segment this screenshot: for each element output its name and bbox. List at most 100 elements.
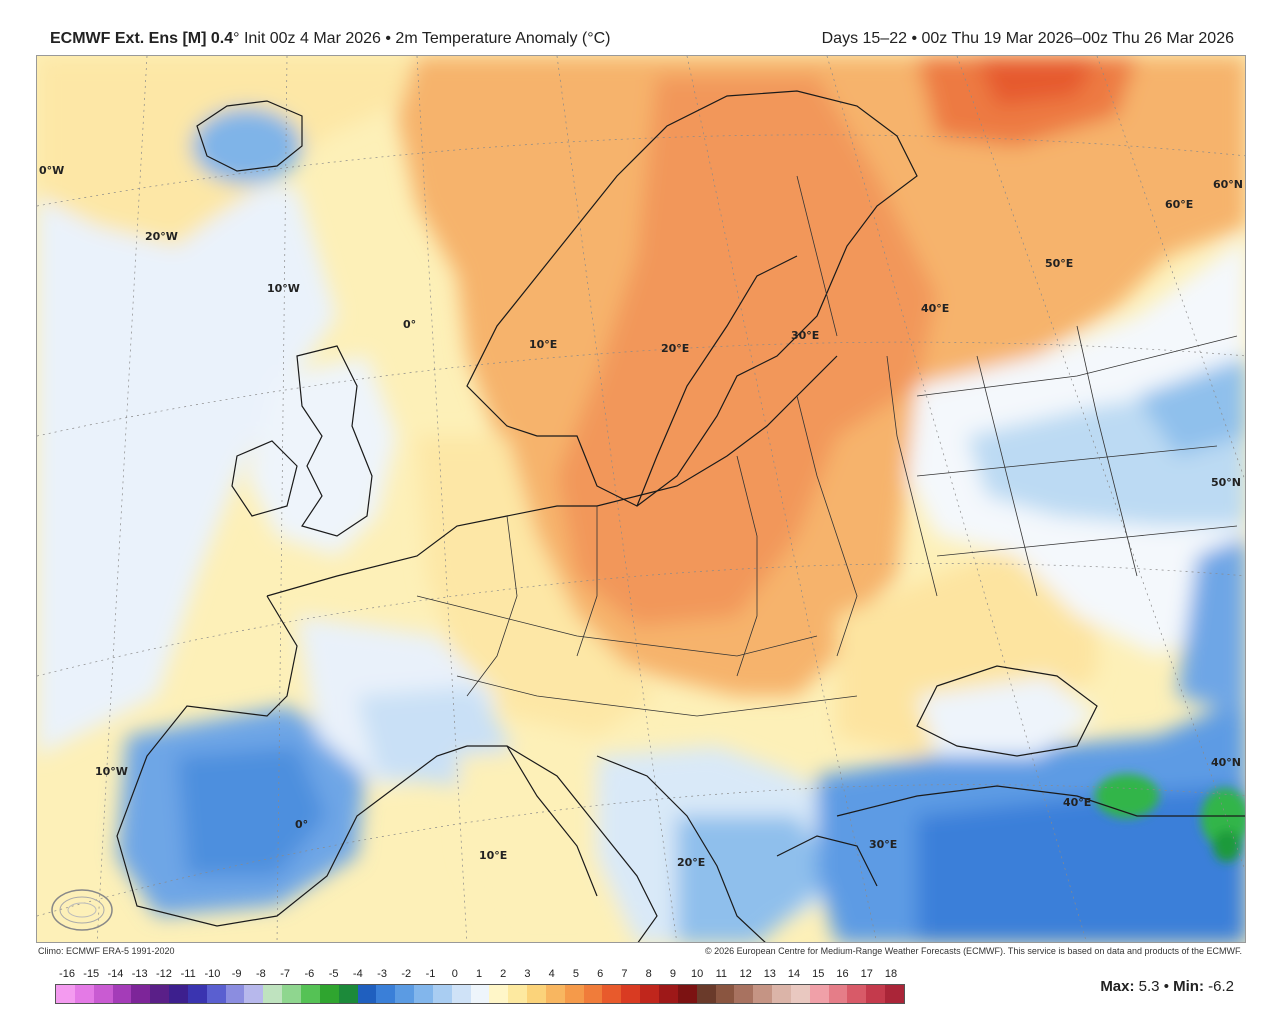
scale-tick-label: -15 xyxy=(83,968,100,980)
scale-tick-label: -7 xyxy=(280,968,290,980)
scale-tick-label: 2 xyxy=(500,968,507,980)
label-lon0: 0° xyxy=(403,318,416,331)
scale-swatch xyxy=(640,985,659,1003)
label-lon20w: 20°W xyxy=(145,230,178,243)
scale-swatch xyxy=(169,985,188,1003)
scale-swatch xyxy=(395,985,415,1003)
label-lon10w-south: 10°W xyxy=(95,765,128,778)
scale-swatch xyxy=(470,985,490,1003)
scale-swatch xyxy=(677,985,697,1003)
scale-tick-label: 18 xyxy=(884,968,898,980)
map-title: ECMWF Ext. Ens [M] 0.4° Init 00z 4 Mar 2… xyxy=(50,30,611,48)
scale-swatch xyxy=(131,985,151,1003)
scale-swatch xyxy=(790,985,810,1003)
label-lon0-south: 0° xyxy=(295,818,308,831)
max-value: 5.3 xyxy=(1138,978,1160,995)
label-lon40e-north: 40°E xyxy=(921,302,949,315)
scale-swatch xyxy=(715,985,735,1003)
label-lon30e-south: 30°E xyxy=(869,838,897,851)
copyright-note: © 2026 European Centre for Medium-Range … xyxy=(704,946,1242,956)
scale-tick-label: -8 xyxy=(255,968,266,980)
scale-tick-label: -2 xyxy=(401,968,412,980)
scale-tick-label: -14 xyxy=(107,968,124,980)
label-lat50n: 50°N xyxy=(1211,476,1241,489)
scale-swatch xyxy=(508,985,528,1003)
scale-swatch xyxy=(225,985,245,1003)
scale-tick-label: 1 xyxy=(475,968,483,980)
scale-swatch xyxy=(150,985,170,1003)
scale-tick-label: 6 xyxy=(597,968,604,980)
scale-swatch xyxy=(527,985,546,1003)
scale-swatch xyxy=(772,985,791,1003)
stats-separator: • xyxy=(1163,978,1169,995)
scale-tick-label: 17 xyxy=(860,968,873,980)
max-label: Max: xyxy=(1100,978,1135,995)
init-text: ° Init 00z 4 Mar 2026 • 2m Temperature A… xyxy=(233,30,611,47)
min-value: -6.2 xyxy=(1208,978,1234,995)
scale-tick-label: 4 xyxy=(548,968,555,980)
scale-swatch xyxy=(376,985,396,1003)
borders xyxy=(416,175,1238,717)
label-lon10w-north: 10°W xyxy=(267,282,300,295)
scale-swatch xyxy=(319,985,339,1003)
scale-swatch xyxy=(187,985,207,1003)
scale-swatch xyxy=(338,985,358,1003)
scale-tick-label: 0 xyxy=(451,968,458,980)
scale-tick-label: 12 xyxy=(739,968,752,980)
scale-swatch xyxy=(885,985,904,1003)
scale-swatch xyxy=(112,985,132,1003)
climo-note: Climo: ECMWF ERA-5 1991-2020 xyxy=(38,946,175,956)
scale-swatch xyxy=(659,985,678,1003)
scale-tick-label: -13 xyxy=(131,968,148,980)
scale-swatch xyxy=(866,985,886,1003)
scale-tick-label: -10 xyxy=(204,968,221,980)
graticule xyxy=(37,56,1245,942)
scale-swatch xyxy=(414,985,433,1003)
temperature-anomaly-map[interactable]: 0°W 20°W 10°W 0° 10°E 20°E 30°E 40°E 50°… xyxy=(36,55,1246,943)
weatherbell-logo xyxy=(42,880,132,940)
valid-period: Days 15–22 • 00z Thu 19 Mar 2026–00z Thu… xyxy=(821,30,1234,47)
scale-tick-label: 8 xyxy=(645,968,652,980)
header: ECMWF Ext. Ens [M] 0.4° Init 00z 4 Mar 2… xyxy=(0,0,1280,54)
scale-tick-label: -1 xyxy=(425,968,436,980)
label-lon60e: 60°E xyxy=(1165,198,1193,211)
scale-swatch xyxy=(206,985,226,1003)
scale-swatch xyxy=(621,985,641,1003)
scale-swatch xyxy=(93,985,113,1003)
scale-tick-label: 15 xyxy=(812,968,825,980)
scale-tick-label: -11 xyxy=(180,968,196,980)
scale-tick-label: -4 xyxy=(352,968,363,980)
scale-tick-label: -16 xyxy=(59,968,75,980)
scale-swatch xyxy=(564,985,584,1003)
scale-tick-label: 14 xyxy=(787,968,801,980)
scale-swatch xyxy=(263,985,283,1003)
scale-swatch xyxy=(489,985,509,1003)
scale-tick-label: -12 xyxy=(155,968,172,980)
scale-swatch xyxy=(244,985,264,1003)
scale-swatch xyxy=(583,985,603,1003)
scale-swatch xyxy=(602,985,622,1003)
scale-tick-label: 3 xyxy=(524,968,531,980)
scale-tick-label: -6 xyxy=(304,968,315,980)
scale-tick-label: -9 xyxy=(231,968,242,980)
label-lon20e-north: 20°E xyxy=(661,342,689,355)
scale-tick-label: 5 xyxy=(572,968,579,980)
coordinate-labels: 0°W 20°W 10°W 0° 10°E 20°E 30°E 40°E 50°… xyxy=(39,164,1243,869)
min-label: Min: xyxy=(1173,978,1204,995)
scale-swatch xyxy=(809,985,829,1003)
scale-tick-label: 10 xyxy=(690,968,704,980)
credits: Climo: ECMWF ERA-5 1991-2020 © 2026 Euro… xyxy=(36,946,1246,960)
label-lon0w-top: 0°W xyxy=(39,164,64,177)
map-canvas: 0°W 20°W 10°W 0° 10°E 20°E 30°E 40°E 50°… xyxy=(37,56,1245,942)
scale-tick-label: 7 xyxy=(621,968,628,980)
label-lon10e-north: 10°E xyxy=(529,338,557,351)
scale-swatch xyxy=(734,985,754,1003)
scale-swatch xyxy=(753,985,773,1003)
label-lat60n: 60°N xyxy=(1213,178,1243,191)
scale-tick-label: -3 xyxy=(377,968,387,980)
scale-swatch xyxy=(545,985,565,1003)
scale-swatch xyxy=(56,985,75,1003)
model-name: ECMWF Ext. Ens [M] 0.4 xyxy=(50,30,234,47)
scale-ticks: -16 -15 -14 -13 -12 -11 -10 -9 -8 -7 -6 -5 -4 -3 -2 -1 0… xyxy=(55,968,905,982)
scale-swatch xyxy=(451,985,471,1003)
